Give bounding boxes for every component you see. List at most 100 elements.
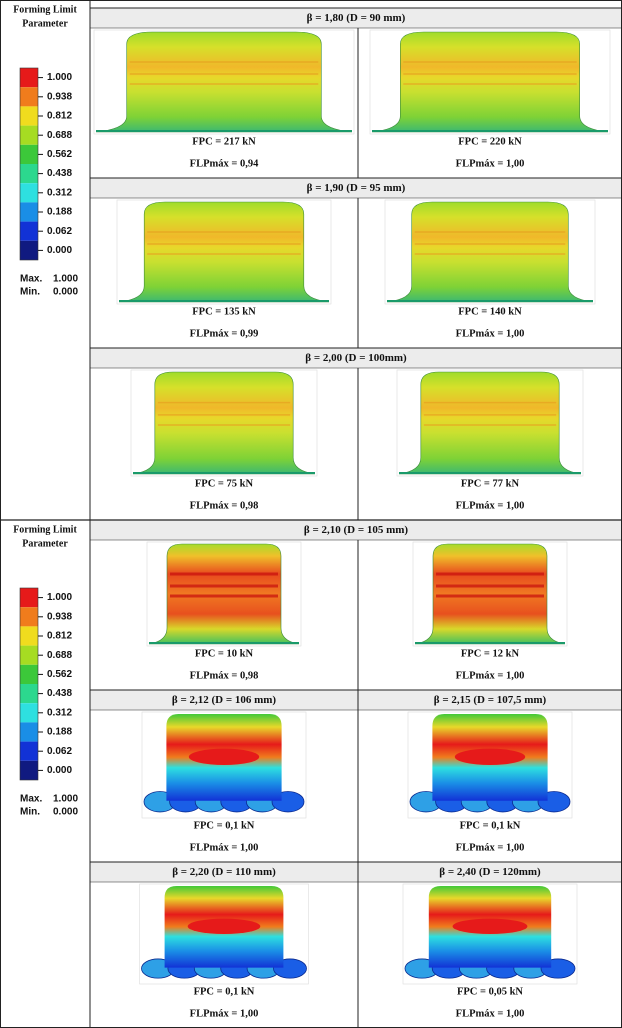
part-body (415, 544, 565, 644)
part-image (142, 712, 306, 818)
figure: β = 1,80 (D = 90 mm) FPC = 217 kN FLPmáx =… (0, 0, 622, 1028)
fpc: FPC = 217 kN (192, 136, 256, 147)
fpc: FPC = 220 kN (458, 136, 522, 147)
part-body (372, 32, 608, 132)
fpc: FPC = 0,1 kN (194, 986, 255, 997)
legend-swatch (20, 646, 38, 665)
legend-swatch (20, 588, 38, 607)
legend-max-label: Max. (20, 794, 42, 805)
legend-label: 1.000 (47, 72, 72, 83)
hot-spot (189, 749, 259, 765)
row-header: β = 1,80 (D = 90 mm) (307, 12, 406, 24)
flp-max: FLPmáx = 1,00 (456, 670, 525, 681)
legend-max: 1.000 (53, 274, 78, 285)
flange (133, 472, 315, 474)
legend-label: 0.438 (47, 688, 72, 699)
row-header: β = 1,90 (D = 95 mm) (307, 182, 406, 194)
legend-swatch (20, 106, 38, 125)
flange (387, 300, 593, 302)
fpc: FPC = 10 kN (195, 648, 254, 659)
legend-label: 0.000 (47, 765, 72, 776)
legend-swatch (20, 87, 38, 106)
hot-spot (455, 749, 525, 765)
row-header: β = 2,10 (D = 105 mm) (304, 524, 409, 536)
part-image (117, 200, 331, 304)
legend-swatch (20, 68, 38, 87)
legend-label: 1.000 (47, 592, 72, 603)
fpc: FPC = 77 kN (461, 478, 520, 489)
legend-label: 0.312 (47, 187, 72, 198)
flange (119, 300, 329, 302)
legend-title: Forming Limit (13, 524, 77, 535)
legend-swatch (20, 164, 38, 183)
legend-label: 0.812 (47, 111, 72, 122)
page: { "legends": [ { "title": ["Forming Limi… (0, 0, 622, 1028)
flp-max: FLPmáx = 1,00 (456, 158, 525, 169)
legend-label: 0.062 (47, 746, 72, 757)
part-image (370, 30, 610, 134)
part-body (149, 544, 299, 644)
legend-title: Forming Limit (13, 4, 77, 15)
fpc: FPC = 140 kN (458, 306, 522, 317)
cell-header: β = 2,15 (D = 107,5 mm) (434, 694, 547, 706)
part-body (133, 372, 315, 474)
legend-min-label: Min. (20, 807, 40, 818)
part-image (94, 30, 354, 134)
legend-swatch (20, 742, 38, 761)
legend-label: 0.000 (47, 245, 72, 256)
legend-title: Parameter (22, 18, 68, 29)
cell-header: β = 2,40 (D = 120mm) (439, 866, 541, 878)
legend-swatch (20, 703, 38, 722)
part-image (408, 712, 572, 818)
legend-swatch (20, 202, 38, 221)
part-body (399, 372, 581, 474)
flange (415, 642, 565, 644)
legend-swatch (20, 183, 38, 202)
legend-swatch (20, 145, 38, 164)
part-image (403, 884, 577, 984)
part-image (131, 370, 317, 476)
legend-label: 0.438 (47, 168, 72, 179)
flp-max: FLPmáx = 0,94 (190, 158, 259, 169)
legend-min: 0.000 (53, 287, 78, 298)
part-image (140, 884, 309, 984)
hot-spot (188, 919, 261, 934)
fpc: FPC = 0,1 kN (194, 820, 255, 831)
flange (149, 642, 299, 644)
row-header: β = 2,00 (D = 100mm) (305, 352, 407, 364)
part-body (119, 202, 329, 302)
legend-title: Parameter (22, 538, 68, 549)
legend-swatch (20, 626, 38, 645)
flp-max: FLPmáx = 0,98 (190, 670, 259, 681)
legend-label: 0.812 (47, 631, 72, 642)
legend-label: 0.688 (47, 130, 72, 141)
flp-max: FLPmáx = 1,00 (456, 842, 525, 853)
flp-max: FLPmáx = 0,98 (190, 500, 259, 511)
legend-min: 0.000 (53, 807, 78, 818)
legend-swatch (20, 722, 38, 741)
legend-swatch (20, 607, 38, 626)
flange (96, 130, 352, 132)
legend-swatch (20, 761, 38, 780)
part-image (397, 370, 583, 476)
legend-swatch (20, 241, 38, 260)
part-image (147, 542, 301, 646)
flp-max: FLPmáx = 0,99 (190, 328, 259, 339)
part-image (413, 542, 567, 646)
fpc: FPC = 75 kN (195, 478, 254, 489)
legend-label: 0.562 (47, 149, 72, 160)
flp-max: FLPmáx = 1,00 (190, 1008, 259, 1019)
flange (399, 472, 581, 474)
part-body (387, 202, 593, 302)
legend-label: 0.062 (47, 226, 72, 237)
fpc: FPC = 12 kN (461, 648, 520, 659)
legend-swatch (20, 684, 38, 703)
legend-label: 0.312 (47, 707, 72, 718)
legend-swatch (20, 126, 38, 145)
part-body (96, 32, 352, 132)
legend-swatch (20, 222, 38, 241)
legend-label: 0.562 (47, 669, 72, 680)
legend-swatch (20, 665, 38, 684)
hot-spot (453, 919, 528, 934)
legend-label: 0.938 (47, 91, 72, 102)
